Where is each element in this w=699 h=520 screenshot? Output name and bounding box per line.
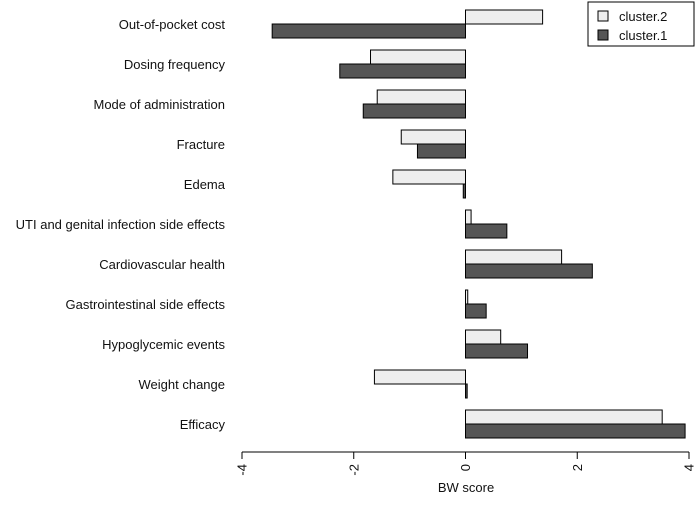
bar-cluster-1-dosing-frequency xyxy=(339,63,466,79)
legend-swatch-cluster-2 xyxy=(597,10,609,22)
bar-cluster-1-mode-of-administration xyxy=(362,103,466,119)
x-tick-label: 4 xyxy=(682,464,697,471)
bar-cluster-2-mode-of-administration xyxy=(376,89,466,105)
bar-cluster-1-gastrointestinal-side-effects xyxy=(465,303,487,319)
bar-cluster-2-dosing-frequency xyxy=(370,49,467,65)
legend-label-cluster-1: cluster.1 xyxy=(619,28,667,43)
x-axis: -4 -2 0 2 4 xyxy=(235,451,697,476)
bar-cluster-2-out-of-pocket-cost xyxy=(465,9,544,25)
bar-cluster-2-weight-change xyxy=(373,369,466,385)
bar-cluster-2-efficacy xyxy=(465,409,663,425)
bar-cluster-1-fracture xyxy=(416,143,467,159)
bar-cluster-1-cardiovascular-health xyxy=(465,263,593,279)
category-label-mode-of-administration: Mode of administration xyxy=(93,97,225,112)
x-tick-label: -4 xyxy=(235,464,250,476)
x-axis-label: BW score xyxy=(438,480,494,495)
bar-cluster-1-out-of-pocket-cost xyxy=(271,23,466,39)
category-label-hypoglycemic-events: Hypoglycemic events xyxy=(102,337,225,352)
category-label-uti-and-genital-infection-side-effects: UTI and genital infection side effects xyxy=(16,217,226,232)
category-label-efficacy: Efficacy xyxy=(180,417,226,432)
category-labels: Out-of-pocket cost Dosing frequency Mode o… xyxy=(16,17,226,432)
bar-cluster-2-uti-and-genital-infection-side-effects xyxy=(465,209,472,225)
category-label-out-of-pocket-cost: Out-of-pocket cost xyxy=(119,17,226,32)
legend-swatch-cluster-1 xyxy=(597,29,609,41)
bar-cluster-2-gastrointestinal-side-effects xyxy=(465,289,469,305)
bar-cluster-2-edema xyxy=(392,169,466,185)
category-label-cardiovascular-health: Cardiovascular health xyxy=(99,257,225,272)
bar-cluster-1-efficacy xyxy=(465,423,686,439)
bar-cluster-2-fracture xyxy=(400,129,466,145)
category-label-weight-change: Weight change xyxy=(139,377,226,392)
bar-cluster-2-cardiovascular-health xyxy=(465,249,563,265)
bar-cluster-1-hypoglycemic-events xyxy=(465,343,529,359)
category-label-edema: Edema xyxy=(184,177,226,192)
category-label-fracture: Fracture xyxy=(177,137,225,152)
bars-group xyxy=(271,9,686,439)
category-label-gastrointestinal-side-effects: Gastrointestinal side effects xyxy=(66,297,226,312)
legend: cluster.2 cluster.1 xyxy=(587,1,695,47)
bar-cluster-1-uti-and-genital-infection-side-effects xyxy=(465,223,508,239)
bar-cluster-1-weight-change xyxy=(465,383,468,399)
x-tick-label: -2 xyxy=(346,464,361,476)
legend-label-cluster-2: cluster.2 xyxy=(619,9,667,24)
bar-cluster-2-hypoglycemic-events xyxy=(465,329,502,345)
x-tick-label: 0 xyxy=(458,464,473,471)
x-tick-label: 2 xyxy=(570,464,585,471)
category-label-dosing-frequency: Dosing frequency xyxy=(124,57,226,72)
bar-cluster-1-edema xyxy=(462,183,467,199)
